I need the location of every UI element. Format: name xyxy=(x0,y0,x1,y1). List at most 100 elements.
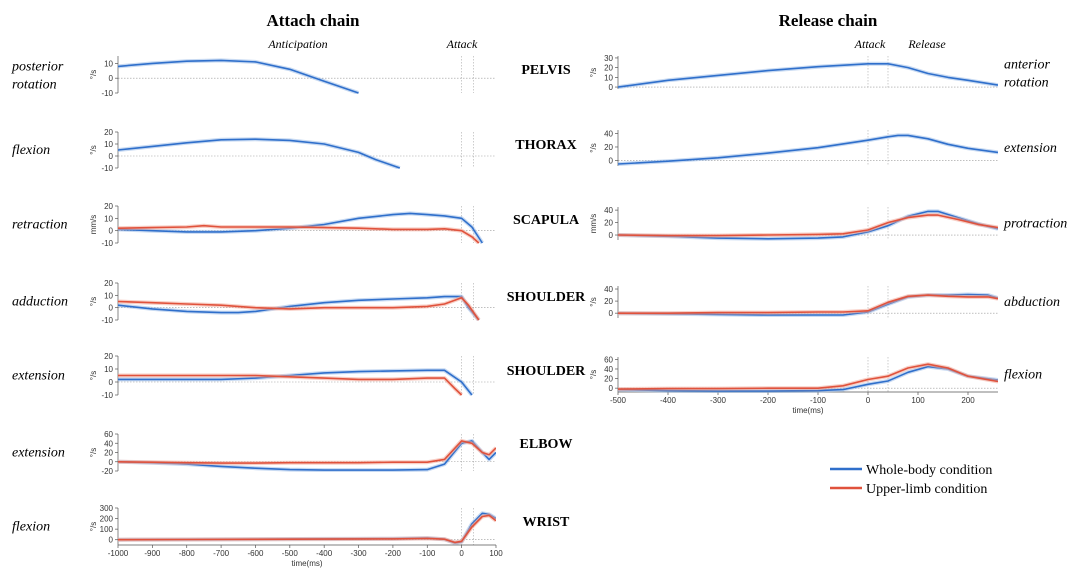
series-line-whole-body-condition xyxy=(618,62,998,88)
panel-attach-thorax-flexion: -10 0 10 20 °/s flexion xyxy=(12,128,496,173)
y-tick-label: -10 xyxy=(101,89,113,98)
direction-label: abduction xyxy=(1004,295,1060,310)
x-axis-title: time(ms) xyxy=(291,559,322,568)
series-line-whole-body-condition xyxy=(618,134,998,165)
series-band-upper-limb-condition xyxy=(618,362,998,392)
x-tick-label: -300 xyxy=(351,549,368,558)
series-band-upper-limb-condition xyxy=(618,293,998,316)
series-line-upper-limb-condition xyxy=(618,363,998,390)
series-group xyxy=(118,211,484,244)
y-tick-label: 20 xyxy=(604,143,613,152)
y-tick-label: 0 xyxy=(109,227,114,236)
y-tick-label: 20 xyxy=(104,128,113,137)
series-group xyxy=(618,209,998,241)
series-group xyxy=(118,368,474,396)
y-axis-unit: mm/s xyxy=(89,215,98,235)
y-tick-label: 30 xyxy=(604,54,613,63)
panel-release-scapula-protraction: 0 20 40 mm/s protraction xyxy=(589,206,1067,241)
y-tick-label: 0 xyxy=(609,83,614,92)
segment-label-pelvis: PELVIS xyxy=(521,63,571,78)
series-line-whole-body-condition xyxy=(118,59,359,94)
y-tick-label: 60 xyxy=(604,355,613,364)
series-line-upper-limb-condition xyxy=(118,440,496,464)
x-axis-title: time(ms) xyxy=(792,406,823,415)
direction-label: anterior xyxy=(1004,58,1050,73)
direction-label: flexion xyxy=(1004,368,1042,383)
y-tick-label: 0 xyxy=(109,536,114,545)
series-group xyxy=(118,294,481,321)
series-band-whole-body-condition xyxy=(118,58,360,94)
x-tick-label: -100 xyxy=(419,549,436,558)
y-tick-label: 20 xyxy=(604,219,613,228)
y-tick-label: 20 xyxy=(104,449,113,458)
x-tick-label: 0 xyxy=(459,549,464,558)
y-tick-label: 10 xyxy=(104,59,113,68)
x-tick-label: 100 xyxy=(911,396,925,405)
x-tick-label: -700 xyxy=(213,549,230,558)
x-tick-label: -400 xyxy=(660,396,677,405)
direction-label: extension xyxy=(1004,141,1057,156)
direction-label: retraction xyxy=(12,218,67,233)
series-line-upper-limb-condition xyxy=(618,294,998,315)
y-axis-unit: °/s xyxy=(89,371,98,380)
y-tick-label: 20 xyxy=(604,297,613,306)
x-tick-label: -200 xyxy=(760,396,777,405)
y-tick-label: -10 xyxy=(101,239,113,248)
y-tick-label: 0 xyxy=(109,152,114,161)
y-tick-label: -10 xyxy=(101,316,113,325)
y-tick-label: 40 xyxy=(604,129,613,138)
segment-label-elbow: ELBOW xyxy=(520,437,573,452)
y-tick-label: 20 xyxy=(604,375,613,384)
series-line-whole-body-condition xyxy=(118,440,496,471)
segment-label-shoulder-1: SHOULDER xyxy=(507,290,586,305)
direction-label: extension xyxy=(12,446,65,461)
y-tick-label: 40 xyxy=(604,365,613,374)
x-tick-label: -500 xyxy=(610,396,627,405)
y-axis-unit: °/s xyxy=(589,143,598,152)
direction-label: flexion xyxy=(12,143,50,158)
panel-attach-scapula-retraction: -10 0 10 20 mm/s retraction xyxy=(12,202,496,248)
y-tick-label: 200 xyxy=(100,515,114,524)
y-tick-label: 20 xyxy=(104,202,113,211)
panel-attach-shoulder-adduction: -10 0 10 20 °/s adduction xyxy=(12,279,496,325)
y-tick-label: -10 xyxy=(101,164,113,173)
y-axis-unit: °/s xyxy=(89,70,98,79)
panel-attach-shoulder-extension: -10 0 10 20 °/s extension xyxy=(12,352,496,400)
y-axis-unit: mm/s xyxy=(589,214,598,234)
y-axis-unit: °/s xyxy=(89,522,98,531)
x-tick-label: -100 xyxy=(810,396,827,405)
y-axis-unit: °/s xyxy=(589,370,598,379)
y-axis-unit: °/s xyxy=(589,297,598,306)
y-tick-label: 60 xyxy=(104,430,113,439)
x-tick-label: -900 xyxy=(144,549,161,558)
direction-label: protraction xyxy=(1003,217,1067,232)
series-line-whole-body-condition xyxy=(618,210,998,240)
series-band-whole-body-condition xyxy=(118,137,401,169)
direction-label: extension xyxy=(12,369,65,384)
direction-label: rotation xyxy=(1004,76,1049,91)
y-tick-label: 300 xyxy=(100,504,114,513)
y-tick-label: 0 xyxy=(109,458,114,467)
segment-label-thorax: THORAX xyxy=(515,138,576,153)
y-tick-label: 40 xyxy=(604,206,613,215)
segment-label-wrist: WRIST xyxy=(523,515,570,530)
y-tick-label: 40 xyxy=(604,285,613,294)
legend-label-upper-limb: Upper-limb condition xyxy=(866,482,987,497)
y-tick-label: 100 xyxy=(100,525,114,534)
series-line-whole-body-condition xyxy=(118,295,480,321)
series-group xyxy=(118,137,401,169)
event-release-right: Release xyxy=(907,37,946,51)
series-group xyxy=(618,61,998,90)
series-group xyxy=(618,292,998,317)
series-band-upper-limb-condition xyxy=(618,213,998,238)
y-tick-label: 0 xyxy=(109,378,114,387)
y-tick-label: -10 xyxy=(101,391,113,400)
y-tick-label: 10 xyxy=(104,365,113,374)
chart-panels: -10010°/sposteriorrotation-1001020°/sfle… xyxy=(11,54,1067,568)
x-tick-label: 100 xyxy=(489,549,503,558)
